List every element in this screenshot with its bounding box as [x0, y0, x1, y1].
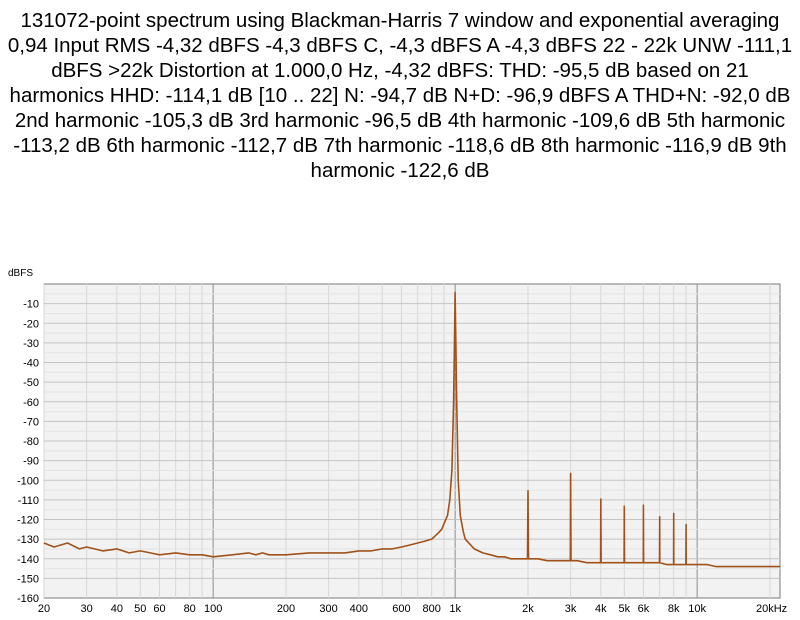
y-tick-labels: -10 -20 -30 -40 -50 -60 -70 -80 -90 -100 -110 -120 -…: [17, 299, 39, 605]
x-tick-label: 400: [350, 603, 368, 615]
x-tick-label: 50: [134, 603, 146, 615]
x-tick-label: 20: [38, 603, 50, 615]
x-tick-label: 30: [80, 603, 92, 615]
x-tick-label: 100: [204, 603, 222, 615]
x-tick-label: 4k: [595, 603, 607, 615]
y-tick-label: -50: [23, 377, 39, 389]
y-tick-label: -20: [23, 318, 39, 330]
x-tick-label: 200: [277, 603, 295, 615]
y-tick-label: -80: [23, 436, 39, 448]
x-tick-label: 20kHz: [756, 603, 787, 615]
y-tick-label: -60: [23, 397, 39, 409]
y-tick-label: -90: [23, 456, 39, 468]
x-tick-label: 5k: [618, 603, 630, 615]
x-tick-label: 6k: [638, 603, 650, 615]
y-tick-label: -140: [17, 554, 39, 566]
y-tick-label: -160: [17, 593, 39, 605]
x-tick-label: 2k: [522, 603, 534, 615]
x-tick-label: 80: [184, 603, 196, 615]
x-tick-label: 8k: [668, 603, 680, 615]
y-axis-label: dBFS: [8, 268, 33, 279]
x-tick-labels: 20 30 40 50 60 80 100 200 300 400 600 800 1k 2k 3k 4k 5k…: [38, 603, 787, 615]
x-tick-label: 60: [153, 603, 165, 615]
y-tick-label: -120: [17, 515, 39, 527]
y-tick-label: -10: [23, 299, 39, 311]
series-group: [43, 291, 780, 568]
x-tick-label: 3k: [565, 603, 577, 615]
y-tick-label: -150: [17, 573, 39, 585]
x-tick-label: 300: [319, 603, 337, 615]
y-tick-label: -110: [18, 495, 39, 507]
spectrum-series-line: [43, 291, 780, 568]
x-tick-label: 10k: [688, 603, 706, 615]
y-tick-label: -40: [23, 358, 39, 370]
x-tick-label: 600: [392, 603, 410, 615]
chart-title: 131072-point spectrum using Blackman-Har…: [7, 9, 793, 182]
x-tick-label: 800: [423, 603, 441, 615]
y-tick-label: -30: [23, 338, 39, 350]
y-tick-label: -70: [23, 416, 39, 428]
x-tick-label: 40: [111, 603, 123, 615]
y-tick-label: -130: [17, 534, 39, 546]
x-tick-label: 1k: [449, 603, 461, 615]
y-tick-label: -100: [17, 475, 39, 487]
